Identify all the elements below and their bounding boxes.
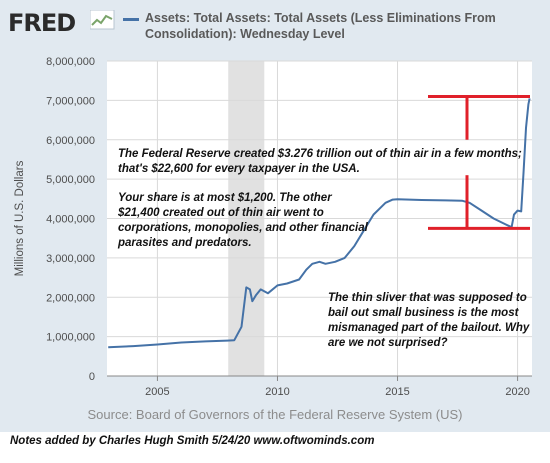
annotation-trillion: The Federal Reserve created $3.276 trill…	[118, 148, 522, 175]
chart-svg: 0 1,000,000 2,000,000 3,000,000 4,000,000 5,0…	[14, 56, 532, 398]
y-tick-label-5: 5,000,000	[46, 174, 95, 186]
y-tick-label-4: 4,000,000	[46, 214, 95, 226]
fred-graph-icon	[90, 10, 115, 30]
x-tick-label-2: 2015	[385, 386, 409, 398]
x-tick-label-3: 2020	[505, 386, 529, 398]
y-tick-label-3: 3,000,000	[46, 253, 95, 265]
y-tick-label-6: 6,000,000	[46, 135, 95, 147]
x-tick-label-1: 2010	[265, 386, 289, 398]
source-text: Source: Board of Governors of the Federa…	[87, 407, 463, 422]
y-tick-label-2: 2,000,000	[46, 292, 95, 304]
y-axis-label: Millions of U.S. Dollars	[14, 160, 26, 276]
credit-text: Notes added by Charles Hugh Smith 5/24/2…	[10, 435, 375, 447]
legend-swatch	[123, 18, 139, 21]
x-tick-label-0: 2005	[145, 386, 169, 398]
annotation-small-business: The thin sliver that was supposed to bai…	[328, 292, 530, 349]
fred-logo: FRED	[8, 9, 76, 37]
annotation-your-share: Your share is at most $1,200. The other …	[118, 192, 368, 249]
y-tick-label-0: 0	[89, 371, 95, 383]
chart-title: Assets: Total Assets: Total Assets (Less…	[145, 11, 496, 41]
y-tick-label-1: 1,000,000	[46, 332, 95, 344]
y-tick-label-7: 7,000,000	[46, 95, 95, 107]
series-line-0	[108, 98, 531, 349]
y-tick-label-8: 8,000,000	[46, 56, 95, 68]
